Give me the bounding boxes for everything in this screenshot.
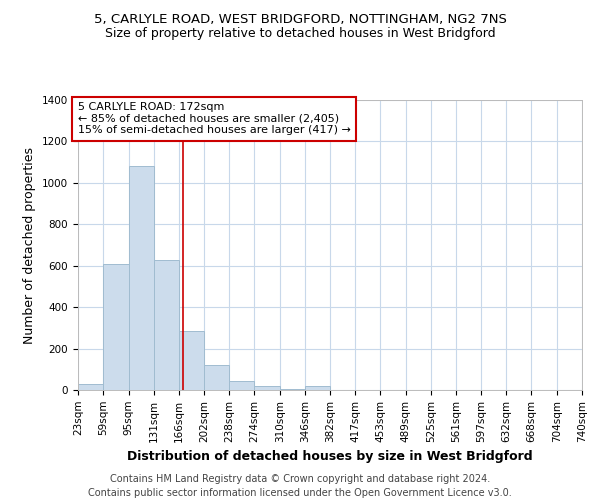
Bar: [78, 384, 103, 390]
Bar: [103, 264, 128, 390]
Bar: [204, 365, 229, 390]
Bar: [154, 260, 179, 390]
Text: 5, CARLYLE ROAD, WEST BRIDGFORD, NOTTINGHAM, NG2 7NS: 5, CARLYLE ROAD, WEST BRIDGFORD, NOTTING…: [94, 12, 506, 26]
Bar: [305, 386, 331, 390]
Bar: [179, 331, 204, 390]
Text: 5 CARLYLE ROAD: 172sqm
← 85% of detached houses are smaller (2,405)
15% of semi-: 5 CARLYLE ROAD: 172sqm ← 85% of detached…: [78, 102, 351, 136]
Bar: [229, 380, 254, 390]
X-axis label: Distribution of detached houses by size in West Bridgford: Distribution of detached houses by size …: [127, 450, 533, 463]
Bar: [254, 386, 280, 390]
Text: Contains HM Land Registry data © Crown copyright and database right 2024.
Contai: Contains HM Land Registry data © Crown c…: [88, 474, 512, 498]
Bar: [128, 166, 154, 390]
Bar: [280, 389, 305, 390]
Text: Size of property relative to detached houses in West Bridgford: Size of property relative to detached ho…: [104, 28, 496, 40]
Y-axis label: Number of detached properties: Number of detached properties: [23, 146, 37, 344]
